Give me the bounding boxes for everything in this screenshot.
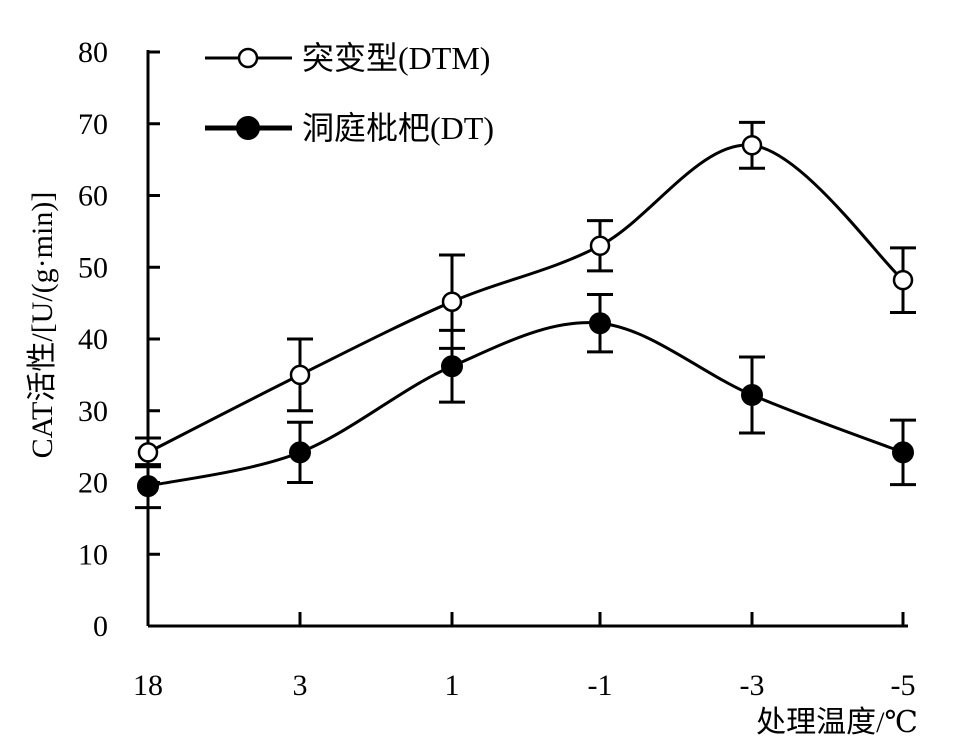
- y-tick-label: 40: [78, 323, 108, 356]
- y-tick-label: 30: [78, 395, 108, 428]
- data-point-filled: [741, 383, 763, 406]
- axes: 0 10 20 30 40 50 60 70 80 18 3 1 -1 -3 -5: [78, 36, 916, 702]
- data-point-open: [589, 235, 611, 256]
- y-tick-label: 50: [78, 251, 108, 284]
- legend-label: 洞庭枇杷(DT): [302, 110, 494, 146]
- x-tick-label: 18: [133, 669, 163, 702]
- y-tick-label: 0: [93, 610, 108, 643]
- data-point-filled: [289, 441, 311, 464]
- x-tick-label: 1: [445, 669, 460, 702]
- data-point-open: [892, 269, 914, 291]
- legend-marker: [237, 47, 259, 69]
- y-tick-label: 20: [78, 467, 108, 500]
- series-line: [147, 321, 904, 488]
- x-tick-label: -5: [891, 669, 916, 702]
- data-point-filled: [137, 475, 159, 498]
- data-point-filled: [441, 355, 463, 378]
- series-1: [135, 293, 916, 510]
- data-point-open: [441, 291, 463, 312]
- y-axis-title: CAT活性/[U/(g·min)]: [26, 192, 59, 459]
- y-tick-label: 70: [78, 108, 108, 141]
- x-axis-title: 处理温度/℃: [756, 706, 918, 739]
- y-tick-label: 80: [78, 36, 108, 69]
- data-point-open: [137, 442, 159, 463]
- y-tick-label: 10: [78, 538, 108, 571]
- legend-label: 突变型(DTM): [302, 40, 490, 76]
- legend: 突变型(DTM) 洞庭枇杷(DT): [205, 40, 494, 146]
- series-layer: [135, 120, 916, 510]
- x-tick-label: -3: [740, 669, 765, 702]
- series-line: [147, 143, 905, 454]
- x-tick-label: 3: [293, 669, 308, 702]
- legend-marker: [236, 116, 260, 140]
- data-point-open: [289, 364, 311, 386]
- data-point-open: [741, 135, 763, 156]
- series-0: [135, 120, 916, 469]
- x-tick-label: -1: [588, 669, 613, 702]
- y-tick-label: 60: [78, 180, 108, 213]
- data-point-filled: [892, 441, 914, 464]
- data-point-filled: [589, 312, 611, 335]
